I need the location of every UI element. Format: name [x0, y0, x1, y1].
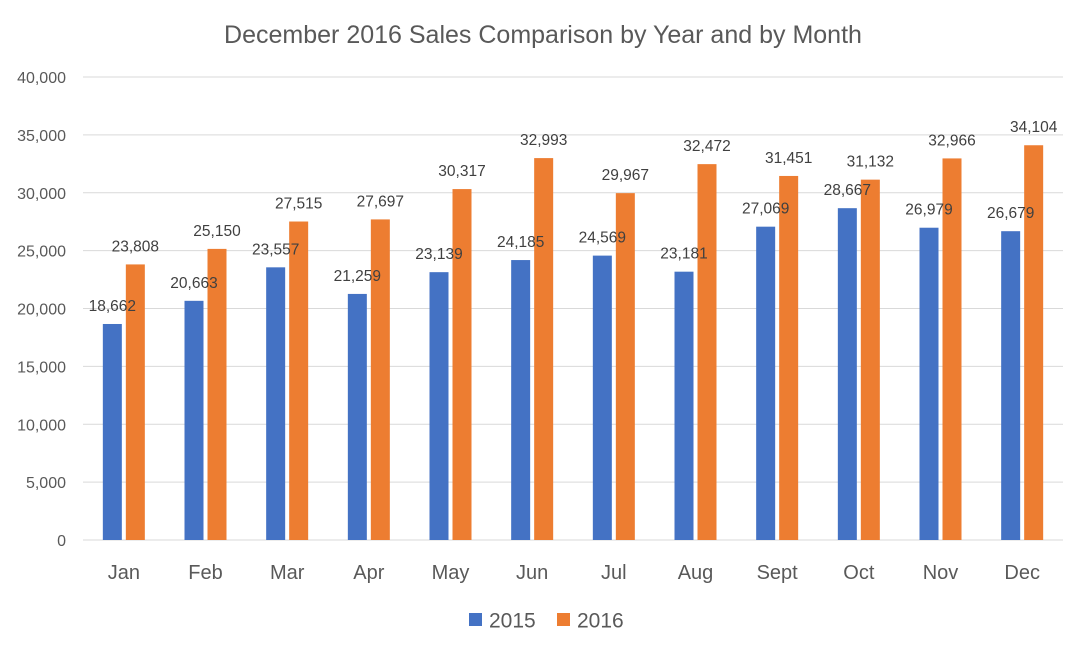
y-tick-label: 0: [57, 533, 66, 550]
bar-2016-jun: [534, 158, 554, 540]
bar-2015-mar: [266, 267, 286, 540]
y-axis-ticks: 0 5,000 10,000 15,000 20,000 25,000 30,000 35,0…: [17, 70, 66, 550]
data-label: 27,069: [742, 201, 789, 218]
bar-2016-sept: [779, 175, 799, 540]
x-tick-label: Aug: [678, 562, 714, 584]
x-tick-label: May: [432, 562, 470, 584]
data-label: 25,150: [193, 223, 241, 240]
data-label: 26,979: [905, 202, 952, 219]
x-tick-label: Feb: [188, 562, 222, 584]
bar-2015-jul: [592, 255, 612, 540]
x-tick-label: Oct: [843, 562, 875, 584]
bar-2016-may: [452, 189, 472, 540]
gridlines: [83, 76, 1063, 541]
data-label: 31,132: [847, 154, 894, 171]
bar-2015-nov: [919, 227, 939, 540]
y-tick-label: 15,000: [17, 359, 66, 376]
data-label: 24,569: [579, 230, 626, 247]
bar-2015-jun: [511, 260, 531, 540]
x-tick-label: Dec: [1004, 562, 1040, 584]
y-tick-label: 10,000: [17, 417, 66, 434]
data-label: 30,317: [438, 163, 485, 180]
bar-2016-mar: [289, 221, 309, 541]
data-label: 32,472: [683, 138, 730, 155]
bar-2015-sept: [756, 226, 776, 540]
data-label: 18,662: [89, 298, 136, 315]
x-tick-label: Apr: [353, 562, 384, 584]
bar-2015-apr: [347, 293, 367, 540]
x-tick-label: Mar: [270, 562, 305, 584]
bar-2016-jan: [125, 264, 145, 540]
data-label: 21,259: [334, 268, 381, 285]
x-tick-label: Jan: [108, 562, 140, 584]
data-label: 34,104: [1010, 119, 1058, 136]
data-label: 20,663: [170, 275, 217, 292]
legend-label: 2016: [577, 610, 624, 633]
data-label: 32,993: [520, 132, 567, 149]
bar-2015-oct: [837, 208, 857, 540]
data-label: 23,808: [112, 238, 159, 255]
data-label: 27,515: [275, 196, 322, 213]
data-label: 23,181: [660, 246, 707, 263]
x-tick-label: Nov: [923, 562, 959, 584]
data-label: 27,697: [357, 193, 404, 210]
bar-2016-feb: [207, 248, 227, 541]
data-label: 31,451: [765, 150, 812, 167]
data-label: 24,185: [497, 234, 544, 251]
y-tick-label: 25,000: [17, 244, 66, 261]
data-label: 29,967: [602, 167, 649, 184]
bar-2016-dec: [1024, 145, 1044, 540]
y-tick-label: 5,000: [26, 475, 66, 492]
bar-2015-jan: [102, 323, 122, 540]
data-label: 23,139: [415, 246, 462, 263]
y-tick-label: 40,000: [17, 70, 66, 87]
bar-2016-nov: [942, 158, 962, 540]
data-label: 32,966: [928, 132, 975, 149]
y-tick-label: 35,000: [17, 128, 66, 145]
legend: 2015 2016: [469, 610, 624, 633]
data-label: 26,679: [987, 205, 1034, 222]
chart-title: December 2016 Sales Comparison by Year a…: [224, 21, 862, 49]
legend-swatch-2016: [557, 613, 570, 626]
bar-2016-aug: [697, 164, 717, 540]
bar-2016-oct: [860, 179, 880, 540]
x-tick-label: Sept: [757, 562, 799, 584]
data-labels: 18,662 23,808 20,663 25,150 23,557 27,515 21,2…: [89, 119, 1058, 315]
x-tick-label: Jul: [601, 562, 627, 584]
data-label: 28,667: [824, 182, 871, 199]
bars: [102, 145, 1044, 541]
data-label: 23,557: [252, 241, 299, 258]
y-tick-label: 20,000: [17, 302, 66, 319]
bar-2015-feb: [184, 300, 204, 540]
bar-2015-dec: [1001, 231, 1021, 540]
bar-2015-may: [429, 272, 449, 540]
legend-label: 2015: [489, 610, 536, 633]
y-tick-label: 30,000: [17, 186, 66, 203]
bar-2015-aug: [674, 271, 694, 540]
bar-2016-jul: [615, 193, 635, 541]
x-tick-label: Jun: [516, 562, 548, 584]
legend-swatch-2015: [469, 613, 482, 626]
bar-2016-apr: [370, 219, 390, 540]
x-axis-ticks: Jan Feb Mar Apr May Jun Jul Aug Sept Oct Nov Dec: [108, 562, 1040, 584]
